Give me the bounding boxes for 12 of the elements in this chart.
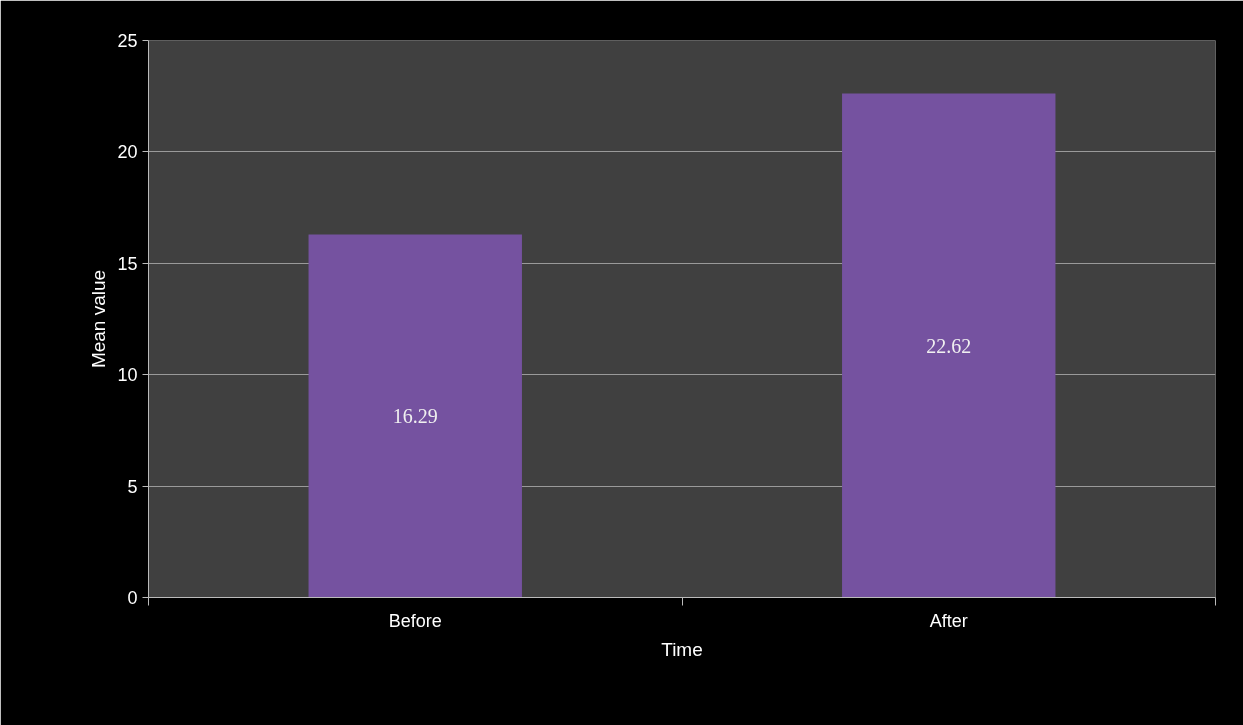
y-tick-label: 10 [117, 365, 138, 386]
y-tick-label: 25 [117, 31, 138, 51]
y-axis-title: Mean value [88, 269, 110, 369]
y-tick-label: 0 [127, 588, 138, 608]
x-tick-label: Before [388, 610, 442, 631]
x-tick-label: After [929, 610, 968, 631]
x-axis-title: Time [661, 638, 703, 660]
data-label: 16.29 [392, 405, 438, 428]
y-tick-label: 15 [117, 253, 138, 274]
data-label: 22.62 [926, 334, 972, 357]
y-tick-label: 20 [117, 142, 138, 163]
y-tick-label: 5 [127, 476, 138, 497]
